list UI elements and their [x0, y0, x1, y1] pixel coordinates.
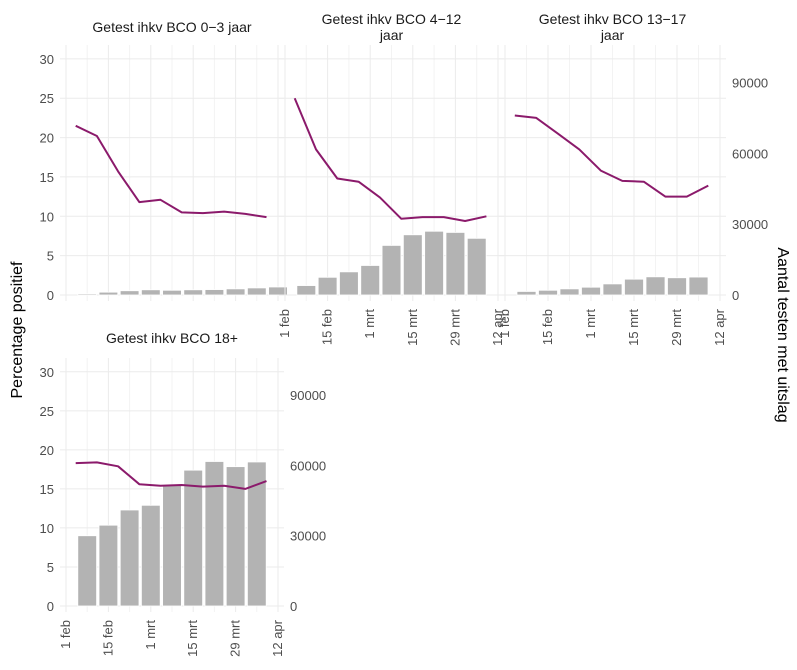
panel-title-line2: jaar [600, 27, 625, 43]
y-tick-label: 25 [40, 91, 54, 106]
bar-mark [98, 291, 119, 296]
y-axis-title: Percentage positief [9, 261, 26, 399]
bar-mark [402, 234, 423, 296]
bar-mark [225, 288, 246, 296]
bar-mark [225, 466, 246, 607]
x-tick-label: 29 mrt [447, 309, 462, 346]
bar-mark [538, 289, 558, 296]
bar-mark [204, 461, 225, 607]
y-tick-label: 5 [47, 560, 54, 575]
line-series [293, 97, 487, 222]
bar-mark [516, 291, 537, 296]
x-tick-label: 1 feb [497, 309, 512, 338]
bar-mark [624, 278, 644, 296]
bar-mark [119, 509, 140, 607]
bar-mark [445, 232, 466, 296]
panel-title: Getest ihkv BCO 13−17 [539, 11, 687, 27]
y2-tick-label: 0 [732, 288, 739, 303]
panel-title-line2: jaar [379, 27, 404, 43]
bar-mark [162, 484, 182, 607]
y2-tick-label: 30000 [732, 217, 768, 232]
bar-mark [466, 237, 487, 296]
y-tick-label: 30 [40, 52, 54, 67]
bar-mark [360, 265, 381, 296]
y-tick-label: 10 [40, 209, 54, 224]
x-tick-label: 12 apr [490, 308, 505, 346]
x-tick-label: 1 mrt [583, 309, 598, 339]
bar-mark [77, 535, 97, 607]
panels-layer: Getest ihkv BCO 0−3 jaar051015202530Gete… [40, 11, 769, 657]
x-tick-label: 1 feb [277, 309, 292, 338]
bar-mark [204, 289, 225, 296]
x-tick-label: 12 apr [270, 619, 285, 657]
bar-mark [559, 288, 580, 296]
bar-mark [183, 469, 203, 607]
bar-mark [268, 286, 288, 296]
bar-mark [581, 286, 601, 296]
bar-mark [247, 287, 267, 296]
y-tick-label: 0 [47, 599, 54, 614]
y2-tick-label: 30000 [290, 529, 326, 544]
panel-title: Getest ihkv BCO 0−3 jaar [92, 19, 251, 35]
y2-tick-label: 60000 [732, 146, 768, 161]
y-tick-label: 0 [47, 288, 54, 303]
x-tick-label: 15 feb [100, 620, 115, 656]
line-series [75, 461, 267, 490]
y-tick-label: 20 [40, 443, 54, 458]
y2-tick-label: 90000 [290, 388, 326, 403]
y-tick-label: 20 [40, 131, 54, 146]
bar-mark [162, 289, 182, 296]
panel-title: Getest ihkv BCO 4−12 [322, 11, 462, 27]
y2-tick-label: 60000 [290, 458, 326, 473]
y-tick-label: 5 [47, 249, 54, 264]
y-tick-label: 30 [40, 365, 54, 380]
line-series [75, 124, 267, 219]
bar-mark [381, 245, 402, 296]
y2-axis-title: Aantal testen met uitslag [774, 247, 791, 422]
x-tick-label: 15 feb [540, 309, 555, 345]
bar-mark [424, 230, 444, 296]
y-tick-label: 25 [40, 404, 54, 419]
x-tick-label: 15 mrt [185, 620, 200, 657]
line-series [514, 114, 709, 198]
x-tick-label: 15 mrt [405, 309, 420, 346]
bar-mark [119, 290, 140, 296]
panel-title: Getest ihkv BCO 18+ [106, 330, 238, 346]
x-tick-label: 29 mrt [669, 309, 684, 346]
y-tick-label: 15 [40, 482, 54, 497]
bar-mark [98, 524, 119, 607]
y-tick-label: 10 [40, 521, 54, 536]
bar-mark [296, 285, 317, 296]
x-tick-label: 1 mrt [143, 620, 158, 650]
bar-mark [317, 276, 338, 296]
bar-mark [339, 271, 359, 296]
bar-mark [667, 277, 687, 296]
y-tick-label: 15 [40, 170, 54, 185]
bar-mark [247, 461, 267, 607]
x-tick-label: 15 mrt [626, 309, 641, 346]
bar-mark [688, 276, 709, 296]
bar-mark [141, 504, 161, 607]
bar-mark [183, 289, 203, 296]
panel-4: Getest ihkv BCO 18+ 0 5 10 15 20 25 30 0 30000 600… [40, 330, 327, 657]
y2-tick-label: 0 [290, 599, 297, 614]
y2-tick-label: 90000 [732, 75, 768, 90]
x-tick-label: 12 apr [712, 308, 727, 346]
bar-mark [645, 276, 666, 296]
x-tick-label: 29 mrt [228, 620, 243, 657]
x-tick-label: 15 feb [320, 309, 335, 345]
x-tick-label: 1 mrt [362, 309, 377, 339]
bar-mark [77, 293, 97, 296]
bar-mark [602, 283, 623, 296]
x-tick-label: 1 feb [58, 620, 73, 649]
panel-1: Getest ihkv BCO 0−3 jaar 0 5 10 15 20 25 30 [40, 19, 288, 303]
bar-mark [141, 289, 161, 296]
